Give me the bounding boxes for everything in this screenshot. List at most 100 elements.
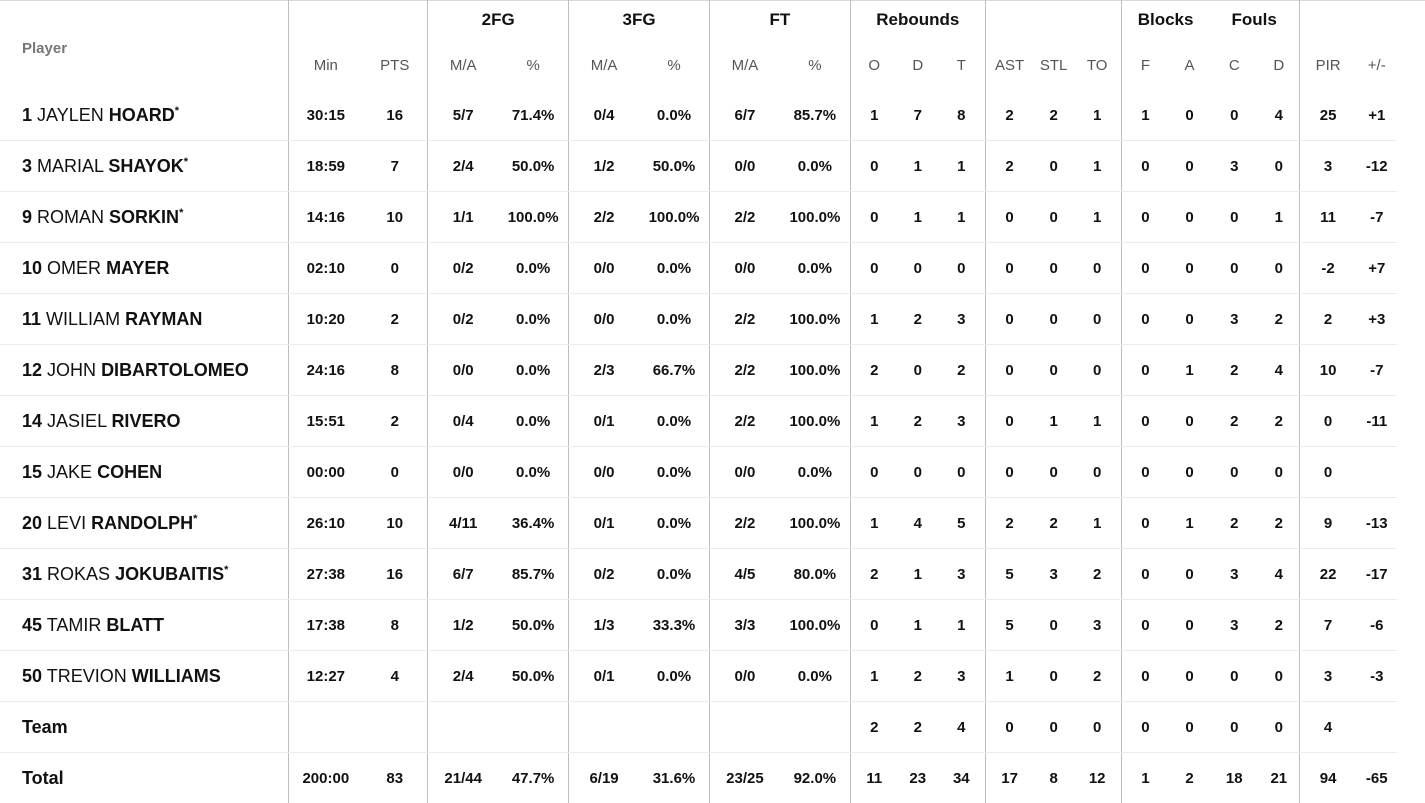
stat-blk-a: 0: [1169, 549, 1209, 600]
stat-ft-pct: 0.0%: [780, 651, 850, 702]
stat-fg3-pct: 0.0%: [639, 447, 709, 498]
ft-ma-column-header[interactable]: M/A: [709, 40, 779, 90]
player-name-link[interactable]: ROMAN SORKIN: [37, 207, 179, 227]
stat-reb-o: 1: [850, 396, 897, 447]
stat-min: 17:38: [289, 600, 362, 651]
stat-fg2-ma: 0/4: [428, 396, 498, 447]
fg2-ma-column-header[interactable]: M/A: [428, 40, 498, 90]
stat-reb-d: 1: [898, 141, 938, 192]
stat-to: 2: [1074, 651, 1121, 702]
blk-a-column-header[interactable]: A: [1169, 40, 1209, 90]
player-name-link[interactable]: JOHN DIBARTOLOMEO: [47, 360, 249, 380]
to-column-header[interactable]: TO: [1074, 40, 1121, 90]
fg3-ma-column-header[interactable]: M/A: [569, 40, 639, 90]
stat-foul-d: 2: [1259, 396, 1299, 447]
min-column-header[interactable]: Min: [289, 40, 362, 90]
player-cell: 11 WILLIAM RAYMAN: [0, 294, 289, 345]
stat-reb-t: 1: [938, 600, 985, 651]
player-column-header[interactable]: Player: [0, 40, 289, 90]
stat-foul-d: 0: [1259, 141, 1299, 192]
stat-blk-a: 0: [1169, 90, 1209, 141]
stat-pts: 2: [362, 396, 427, 447]
stat-ast: 0: [985, 192, 1033, 243]
stat-stl: 0: [1034, 243, 1074, 294]
stat-to: 0: [1074, 447, 1121, 498]
stat-reb-t: 3: [938, 651, 985, 702]
pir-column-header[interactable]: PIR: [1299, 40, 1356, 90]
stat-foul-d: 2: [1259, 294, 1299, 345]
blocks-group-header: Blocks: [1121, 0, 1210, 40]
player-name-link[interactable]: JAKE COHEN: [47, 462, 162, 482]
stat-reb-t: 34: [938, 753, 985, 803]
stat-reb-t: 4: [938, 702, 985, 753]
stat-reb-o: 2: [850, 549, 897, 600]
blk-f-column-header[interactable]: F: [1121, 40, 1169, 90]
stat-pm: -7: [1357, 192, 1397, 243]
stl-column-header[interactable]: STL: [1034, 40, 1074, 90]
stat-pts: 4: [362, 651, 427, 702]
player-name-link[interactable]: WILLIAM RAYMAN: [46, 309, 202, 329]
stat-foul-d: 2: [1259, 600, 1299, 651]
stat-blk-f: 0: [1121, 498, 1169, 549]
player-name-link[interactable]: LEVI RANDOLPH: [47, 513, 193, 533]
stat-to: 3: [1074, 600, 1121, 651]
player-name-link[interactable]: JAYLEN HOARD: [37, 105, 175, 125]
stat-reb-d: 0: [898, 243, 938, 294]
player-cell: 14 JASIEL RIVERO: [0, 396, 289, 447]
stat-reb-t: 0: [938, 243, 985, 294]
fg3-pct-column-header[interactable]: %: [639, 40, 709, 90]
reb-d-column-header[interactable]: D: [898, 40, 938, 90]
player-number: 12: [22, 360, 42, 381]
stat-min: 00:00: [289, 447, 362, 498]
player-name-link[interactable]: MARIAL SHAYOK: [37, 156, 184, 176]
ft-pct-column-header[interactable]: %: [780, 40, 850, 90]
player-number: 3: [22, 156, 32, 177]
stat-ft-ma: 0/0: [709, 141, 779, 192]
foul-c-column-header[interactable]: C: [1210, 40, 1259, 90]
stat-pir: 94: [1299, 753, 1356, 803]
stat-stl: 0: [1034, 294, 1074, 345]
stat-blk-a: 0: [1169, 294, 1209, 345]
stat-blk-a: 1: [1169, 345, 1209, 396]
stat-fg2-ma: 0/2: [428, 243, 498, 294]
stat-ast: 0: [985, 294, 1033, 345]
player-name-link[interactable]: OMER MAYER: [47, 258, 169, 278]
stat-fg3-pct: 0.0%: [639, 498, 709, 549]
stat-fg2-pct: 71.4%: [498, 90, 568, 141]
player-name-link[interactable]: JASIEL RIVERO: [47, 411, 180, 431]
player-first-name: JASIEL: [47, 411, 106, 431]
stat-reb-o: 0: [850, 447, 897, 498]
plus-minus-column-header[interactable]: +/-: [1357, 40, 1397, 90]
stat-pir: 3: [1299, 141, 1356, 192]
stat-pir: 22: [1299, 549, 1356, 600]
misc-group-header: [985, 0, 1121, 40]
player-name-link[interactable]: TREVION WILLIAMS: [47, 666, 221, 686]
fg2-pct-column-header[interactable]: %: [498, 40, 568, 90]
reb-t-column-header[interactable]: T: [938, 40, 985, 90]
stat-blk-a: 1: [1169, 498, 1209, 549]
stat-ft-ma: 0/0: [709, 243, 779, 294]
stat-ft-ma: 0/0: [709, 447, 779, 498]
stat-blk-f: 0: [1121, 192, 1169, 243]
player-first-name: JOHN: [47, 360, 96, 380]
pts-column-header[interactable]: PTS: [362, 40, 427, 90]
foul-d-column-header[interactable]: D: [1259, 40, 1299, 90]
stat-ast: 0: [985, 396, 1033, 447]
stat-ft-pct: [780, 702, 850, 753]
player-name-link[interactable]: TAMIR BLATT: [47, 615, 164, 635]
player-name-link[interactable]: ROKAS JOKUBAITIS: [47, 564, 224, 584]
stat-ft-pct: 100.0%: [780, 396, 850, 447]
ast-column-header[interactable]: AST: [985, 40, 1033, 90]
stat-fg3-ma: 1/3: [569, 600, 639, 651]
stat-ft-pct: 0.0%: [780, 243, 850, 294]
reb-o-column-header[interactable]: O: [850, 40, 897, 90]
stat-fg2-ma: 2/4: [428, 141, 498, 192]
fouls-group-header: Fouls: [1210, 0, 1300, 40]
stat-pm: -65: [1357, 753, 1397, 803]
player-first-name: WILLIAM: [46, 309, 120, 329]
stat-foul-d: 1: [1259, 192, 1299, 243]
stat-ft-ma: 6/7: [709, 90, 779, 141]
